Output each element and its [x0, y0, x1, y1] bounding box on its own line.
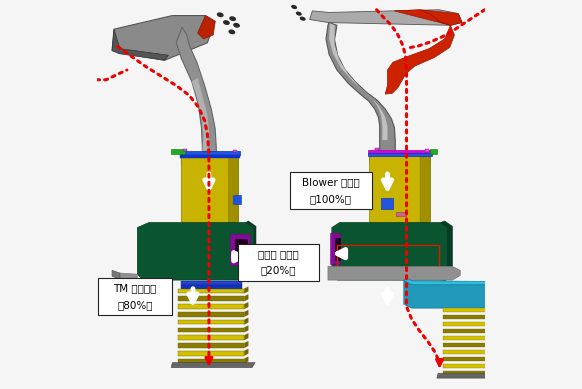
- Ellipse shape: [229, 16, 236, 21]
- Polygon shape: [229, 234, 250, 265]
- Polygon shape: [198, 16, 215, 39]
- FancyBboxPatch shape: [98, 278, 172, 315]
- Polygon shape: [178, 320, 244, 324]
- Polygon shape: [244, 318, 248, 324]
- Polygon shape: [370, 153, 430, 226]
- Polygon shape: [178, 328, 244, 332]
- Polygon shape: [233, 150, 237, 152]
- Ellipse shape: [217, 12, 223, 17]
- Polygon shape: [443, 350, 582, 354]
- Polygon shape: [178, 335, 244, 340]
- Ellipse shape: [223, 20, 230, 25]
- Polygon shape: [183, 149, 187, 151]
- Polygon shape: [182, 156, 239, 169]
- Polygon shape: [441, 221, 452, 281]
- Text: （80%）: （80%）: [117, 300, 152, 310]
- Ellipse shape: [233, 23, 240, 28]
- Polygon shape: [310, 10, 462, 25]
- Polygon shape: [443, 371, 582, 375]
- Polygon shape: [425, 149, 429, 152]
- Text: TM 냉각용량: TM 냉각용량: [113, 283, 157, 293]
- Polygon shape: [192, 78, 210, 152]
- Polygon shape: [443, 308, 582, 312]
- Polygon shape: [437, 373, 582, 378]
- Polygon shape: [182, 281, 242, 285]
- Polygon shape: [178, 304, 244, 309]
- Polygon shape: [233, 195, 241, 204]
- Polygon shape: [443, 343, 582, 347]
- Polygon shape: [430, 149, 437, 154]
- Polygon shape: [244, 349, 248, 356]
- Polygon shape: [178, 351, 244, 356]
- Polygon shape: [171, 363, 255, 368]
- Polygon shape: [404, 280, 582, 308]
- Text: Blower 흡입량: Blower 흡입량: [302, 177, 360, 187]
- Polygon shape: [244, 302, 248, 309]
- Polygon shape: [229, 153, 239, 226]
- Polygon shape: [244, 326, 248, 332]
- Polygon shape: [180, 151, 240, 155]
- Polygon shape: [112, 270, 120, 279]
- Polygon shape: [178, 289, 244, 293]
- Polygon shape: [332, 223, 448, 280]
- Polygon shape: [246, 221, 256, 282]
- Polygon shape: [178, 359, 244, 363]
- Polygon shape: [420, 153, 430, 226]
- Polygon shape: [178, 312, 244, 317]
- Ellipse shape: [300, 17, 306, 21]
- Polygon shape: [171, 149, 185, 154]
- Polygon shape: [375, 148, 378, 150]
- Polygon shape: [176, 27, 217, 163]
- Ellipse shape: [291, 5, 297, 9]
- Ellipse shape: [296, 12, 302, 16]
- Polygon shape: [244, 357, 248, 363]
- Polygon shape: [443, 336, 582, 340]
- Polygon shape: [443, 357, 582, 361]
- Polygon shape: [244, 294, 248, 301]
- Polygon shape: [178, 296, 244, 301]
- FancyBboxPatch shape: [237, 244, 318, 281]
- Polygon shape: [326, 23, 395, 163]
- Polygon shape: [137, 223, 254, 280]
- Polygon shape: [420, 10, 462, 25]
- Polygon shape: [370, 154, 430, 166]
- Polygon shape: [330, 233, 340, 264]
- Polygon shape: [335, 238, 340, 260]
- FancyBboxPatch shape: [290, 172, 371, 209]
- Polygon shape: [178, 343, 244, 348]
- Polygon shape: [180, 155, 240, 158]
- Text: （100%）: （100%）: [310, 194, 352, 204]
- Polygon shape: [235, 239, 247, 261]
- Polygon shape: [112, 29, 168, 60]
- Polygon shape: [443, 329, 582, 333]
- Polygon shape: [385, 10, 455, 94]
- Polygon shape: [182, 285, 242, 289]
- Text: （20%）: （20%）: [260, 266, 296, 276]
- Polygon shape: [368, 153, 432, 156]
- Polygon shape: [404, 278, 582, 290]
- Ellipse shape: [229, 30, 235, 34]
- Polygon shape: [244, 333, 248, 340]
- Polygon shape: [328, 266, 460, 280]
- Polygon shape: [244, 287, 248, 293]
- Polygon shape: [381, 198, 393, 209]
- Polygon shape: [244, 310, 248, 317]
- Polygon shape: [329, 23, 388, 140]
- Polygon shape: [112, 16, 215, 60]
- Polygon shape: [443, 322, 582, 326]
- Polygon shape: [368, 150, 432, 153]
- Polygon shape: [396, 212, 406, 216]
- Polygon shape: [244, 341, 248, 348]
- Polygon shape: [120, 273, 137, 281]
- Polygon shape: [443, 364, 582, 368]
- Polygon shape: [182, 153, 239, 226]
- Text: 기계실 토출량: 기계실 토출량: [258, 249, 299, 259]
- Polygon shape: [443, 315, 582, 319]
